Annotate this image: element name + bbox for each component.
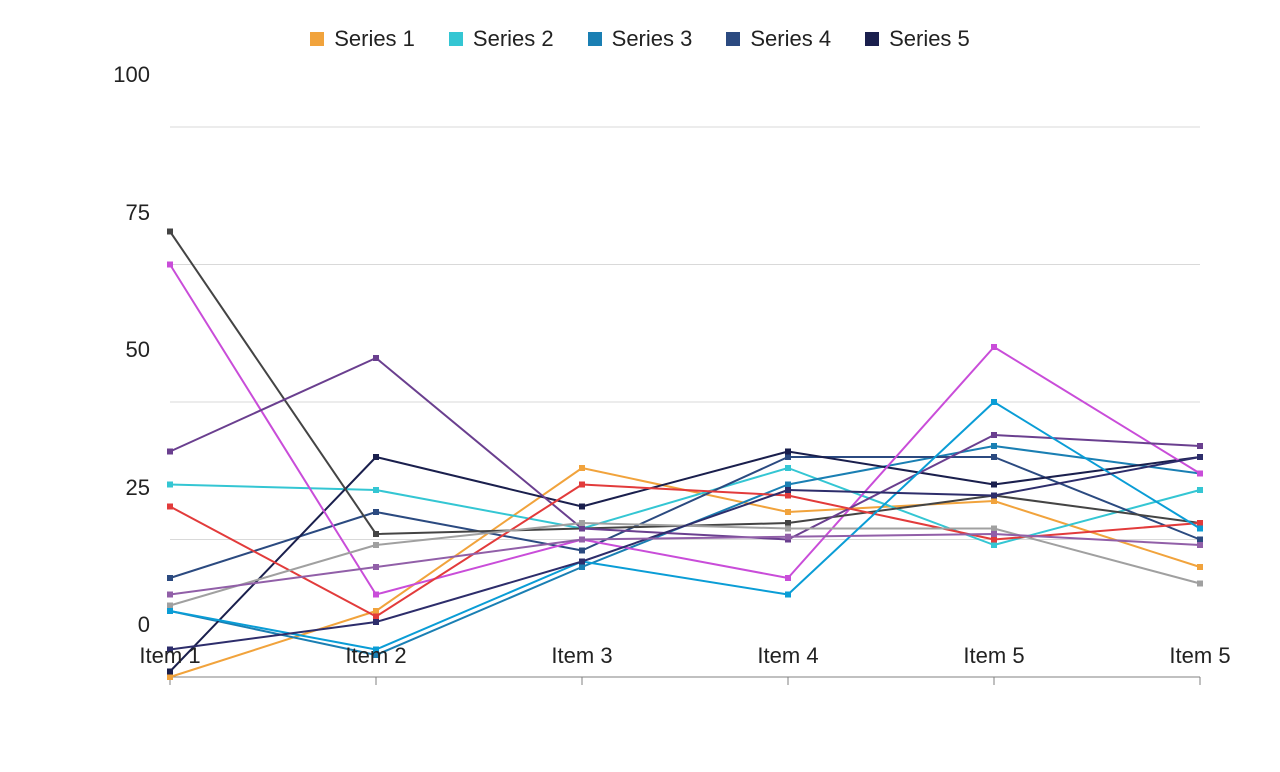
legend-item: Series 3 bbox=[588, 26, 693, 52]
series-marker bbox=[1197, 542, 1203, 548]
series-marker bbox=[991, 542, 997, 548]
series-marker bbox=[167, 229, 173, 235]
series-marker bbox=[373, 608, 379, 614]
x-axis-tick-label: Item 5 bbox=[1169, 643, 1230, 669]
x-axis-tick-label: Item 3 bbox=[551, 643, 612, 669]
series-marker bbox=[167, 592, 173, 598]
series-marker bbox=[785, 487, 791, 493]
series-marker bbox=[785, 465, 791, 471]
y-axis-tick-label: 25 bbox=[90, 475, 150, 501]
series-marker bbox=[579, 504, 585, 510]
series-marker bbox=[373, 614, 379, 620]
series-marker bbox=[991, 344, 997, 350]
series-marker bbox=[785, 454, 791, 460]
series-marker bbox=[785, 482, 791, 488]
series-line bbox=[170, 452, 1200, 672]
x-axis-tick-label: Item 5 bbox=[963, 643, 1024, 669]
series-marker bbox=[579, 482, 585, 488]
legend-item: Series 5 bbox=[865, 26, 970, 52]
series-marker bbox=[579, 465, 585, 471]
legend-label: Series 1 bbox=[334, 26, 415, 52]
series-marker bbox=[785, 520, 791, 526]
series-marker bbox=[579, 526, 585, 532]
chart-legend: Series 1 Series 2 Series 3 Series 4 Series 5 bbox=[0, 0, 1280, 52]
series-marker bbox=[991, 498, 997, 504]
legend-swatch bbox=[726, 32, 740, 46]
series-marker bbox=[579, 520, 585, 526]
x-axis-tick-label: Item 1 bbox=[139, 643, 200, 669]
series-marker bbox=[785, 592, 791, 598]
legend-item: Series 4 bbox=[726, 26, 831, 52]
series-marker bbox=[167, 449, 173, 455]
y-axis-tick-label: 75 bbox=[90, 200, 150, 226]
series-marker bbox=[1197, 487, 1203, 493]
legend-item: Series 1 bbox=[310, 26, 415, 52]
series-line bbox=[170, 457, 1200, 650]
legend-label: Series 3 bbox=[612, 26, 693, 52]
series-marker bbox=[579, 559, 585, 565]
x-axis-tick-label: Item 4 bbox=[757, 643, 818, 669]
legend-label: Series 4 bbox=[750, 26, 831, 52]
series-marker bbox=[167, 608, 173, 614]
series-marker bbox=[991, 443, 997, 449]
series-marker bbox=[167, 482, 173, 488]
series-marker bbox=[373, 542, 379, 548]
line-chart: Series 1 Series 2 Series 3 Series 4 Series 5… bbox=[0, 0, 1280, 720]
series-marker bbox=[1197, 471, 1203, 477]
series-marker bbox=[1197, 443, 1203, 449]
series-marker bbox=[785, 509, 791, 515]
series-marker bbox=[373, 592, 379, 598]
series-marker bbox=[579, 564, 585, 570]
legend-swatch bbox=[588, 32, 602, 46]
legend-label: Series 2 bbox=[473, 26, 554, 52]
series-marker bbox=[167, 603, 173, 609]
series-marker bbox=[373, 355, 379, 361]
legend-swatch bbox=[865, 32, 879, 46]
series-marker bbox=[373, 509, 379, 515]
legend-label: Series 5 bbox=[889, 26, 970, 52]
series-marker bbox=[785, 575, 791, 581]
series-marker bbox=[167, 575, 173, 581]
series-marker bbox=[579, 537, 585, 543]
series-marker bbox=[373, 531, 379, 537]
y-axis-tick-label: 0 bbox=[90, 612, 150, 638]
series-marker bbox=[167, 504, 173, 510]
series-marker bbox=[373, 564, 379, 570]
series-marker bbox=[1197, 537, 1203, 543]
series-marker bbox=[991, 493, 997, 499]
series-marker bbox=[785, 534, 791, 540]
series-line bbox=[170, 265, 1200, 595]
series-marker bbox=[373, 454, 379, 460]
series-marker bbox=[991, 531, 997, 537]
series-marker bbox=[1197, 520, 1203, 526]
series-marker bbox=[1197, 581, 1203, 587]
series-marker bbox=[1197, 526, 1203, 532]
series-marker bbox=[579, 548, 585, 554]
series-marker bbox=[785, 526, 791, 532]
y-axis-tick-label: 50 bbox=[90, 337, 150, 363]
series-marker bbox=[991, 399, 997, 405]
legend-swatch bbox=[310, 32, 324, 46]
series-marker bbox=[991, 432, 997, 438]
series-marker bbox=[167, 262, 173, 268]
series-marker bbox=[785, 449, 791, 455]
series-marker bbox=[991, 454, 997, 460]
series-marker bbox=[991, 526, 997, 532]
series-marker bbox=[167, 669, 173, 675]
series-marker bbox=[785, 493, 791, 499]
series-marker bbox=[373, 619, 379, 625]
x-axis-tick-label: Item 2 bbox=[345, 643, 406, 669]
series-marker bbox=[991, 482, 997, 488]
series-marker bbox=[1197, 564, 1203, 570]
legend-item: Series 2 bbox=[449, 26, 554, 52]
legend-swatch bbox=[449, 32, 463, 46]
y-axis-tick-label: 100 bbox=[90, 62, 150, 88]
series-marker bbox=[1197, 454, 1203, 460]
series-marker bbox=[167, 674, 173, 680]
series-line bbox=[170, 468, 1200, 677]
series-marker bbox=[373, 487, 379, 493]
series-marker bbox=[991, 537, 997, 543]
